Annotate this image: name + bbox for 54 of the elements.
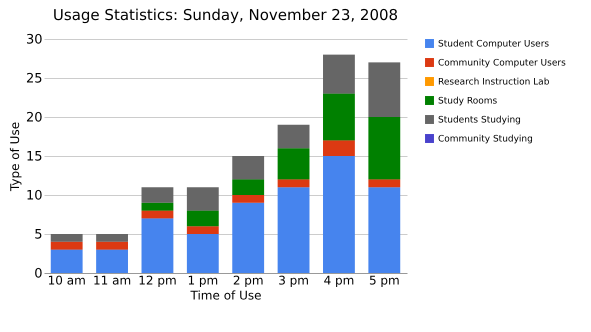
bar [50, 250, 83, 273]
x-tick-label: 10 am [48, 274, 86, 288]
bar [278, 179, 310, 188]
x-tick-label: 12 pm [138, 274, 177, 288]
y-axis-title: Type of Use [8, 122, 22, 192]
y-tick-label: 5 [34, 228, 42, 242]
x-tick-label: 3 pm [278, 274, 309, 288]
x-tick-label: 2 pm [232, 274, 264, 288]
bar [186, 226, 219, 234]
bar [278, 148, 310, 180]
bar [142, 218, 174, 273]
bar [50, 242, 83, 250]
legend-label: Community Computer Users [438, 58, 566, 68]
bar [186, 210, 219, 226]
bar [142, 210, 174, 218]
bar [232, 156, 264, 180]
y-tick-label: 25 [26, 72, 42, 86]
chart-title: Usage Statistics: Sunday, November 23, 2008 [52, 6, 398, 24]
bar [186, 234, 219, 273]
bar [142, 202, 174, 211]
x-axis-title: Time of Use [190, 288, 262, 302]
bar [142, 187, 174, 203]
bar [323, 140, 355, 156]
bar [232, 202, 264, 273]
bar [323, 94, 355, 140]
legend-label: Community Studying [438, 134, 533, 144]
bar [50, 234, 83, 242]
legend-label: Students Studying [438, 116, 521, 126]
bar [232, 179, 264, 195]
bar [232, 195, 264, 203]
legend-label: Student Computer Users [438, 40, 550, 50]
bar [368, 179, 400, 188]
bar [368, 187, 400, 273]
x-tick-label: 5 pm [368, 274, 400, 288]
bar [323, 156, 355, 273]
x-tick-label: 11 am [92, 274, 132, 288]
x-tick-label: 4 pm [324, 274, 354, 288]
bar [278, 124, 310, 148]
bar [368, 62, 400, 117]
y-tick-label: 10 [26, 188, 42, 204]
y-tick-label: 20 [26, 110, 42, 126]
bar [96, 234, 128, 242]
bar [96, 250, 128, 273]
legend-label: Study Rooms [438, 96, 498, 106]
legend-label: Research Instruction Lab [438, 78, 550, 88]
bar [186, 187, 219, 211]
bar [323, 54, 355, 94]
y-tick-label: 30 [26, 32, 42, 48]
bar [278, 187, 310, 273]
x-tick-label: 1 pm [187, 274, 218, 288]
y-tick-label: 0 [34, 266, 42, 282]
bar [96, 242, 128, 250]
bar [368, 117, 400, 180]
y-tick-label: 15 [26, 150, 42, 164]
